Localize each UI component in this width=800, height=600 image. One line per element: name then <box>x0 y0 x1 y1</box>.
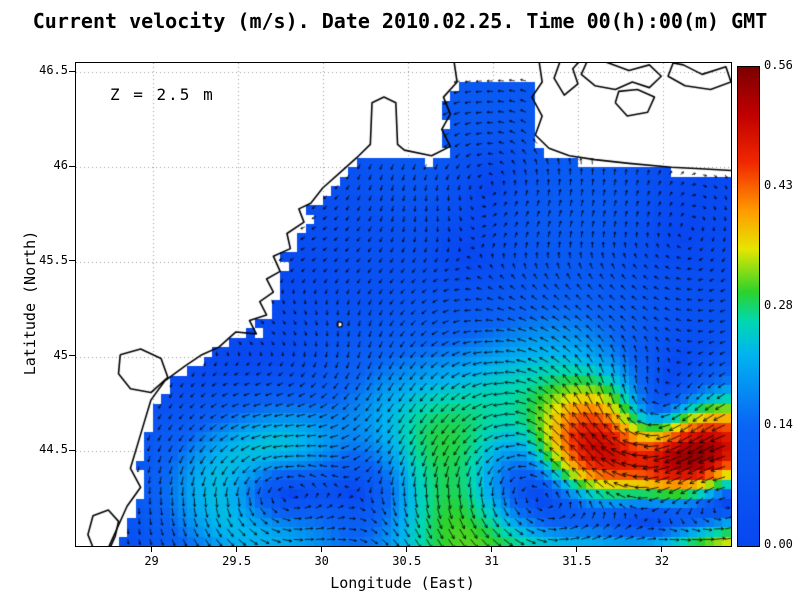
y-tick-label: 45 <box>53 347 68 362</box>
y-tick-mark <box>69 260 75 262</box>
x-axis-label: Longitude (East) <box>330 574 475 592</box>
x-tick-mark <box>576 547 578 552</box>
x-tick-mark <box>406 547 408 552</box>
x-tick-mark <box>321 547 323 552</box>
y-tick-label: 46.5 <box>39 63 68 78</box>
y-tick-mark <box>69 355 75 357</box>
colorbar-gradient <box>738 67 759 546</box>
plot-title: Current velocity (m/s). Date 2010.02.25.… <box>32 9 768 33</box>
x-tick-label: 30.5 <box>392 554 422 568</box>
colorbar-tick-label: 0.43 <box>764 177 793 192</box>
colorbar-tick-label: 0.14 <box>764 417 793 432</box>
y-tick-label: 44.5 <box>39 442 68 457</box>
colorbar <box>737 66 760 547</box>
x-tick-label: 31.5 <box>562 554 592 568</box>
y-tick-label: 45.5 <box>39 252 68 267</box>
x-tick-label: 31 <box>484 554 500 568</box>
y-tick-mark <box>69 165 75 167</box>
depth-annotation: Z = 2.5 m <box>110 85 215 104</box>
y-tick-mark <box>69 449 75 451</box>
x-tick-label: 29.5 <box>222 554 252 568</box>
y-tick-label: 46 <box>53 158 68 173</box>
x-tick-mark <box>236 547 238 552</box>
y-tick-mark <box>69 70 75 72</box>
x-tick-mark <box>661 547 663 552</box>
x-tick-label: 32 <box>654 554 670 568</box>
colorbar-tick-label: 0.00 <box>764 537 793 551</box>
x-tick-mark <box>491 547 493 552</box>
x-tick-label: 30 <box>314 554 329 568</box>
x-tick-mark <box>151 547 153 552</box>
map-canvas <box>76 63 731 546</box>
colorbar-tick-label: 0.56 <box>764 58 793 72</box>
x-tick-label: 29 <box>144 554 159 568</box>
colorbar-tick-label: 0.28 <box>764 297 793 312</box>
plot-area: Z = 2.5 m <box>75 62 732 547</box>
